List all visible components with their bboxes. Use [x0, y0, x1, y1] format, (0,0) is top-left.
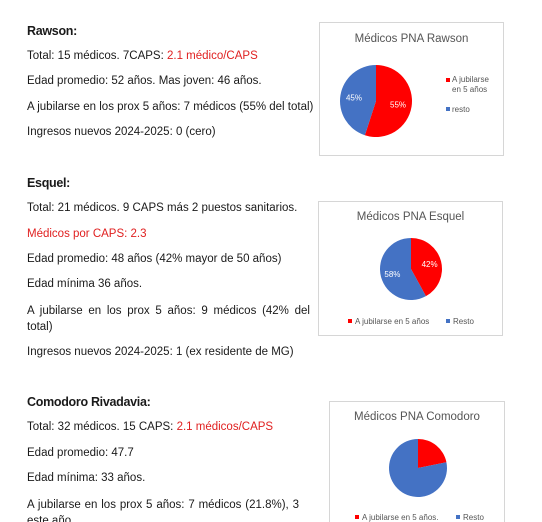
rawson-age-line: Edad promedio: 52 años. Mas joven: 46 añ… — [27, 75, 262, 87]
comodoro-ratio-highlight: 2.1 médicos/CAPS — [176, 421, 274, 433]
pie-slice — [389, 439, 447, 497]
pie-slice — [411, 238, 442, 297]
chart-rawson: Médicos PNA Rawson 55% 45% A jubilarse en… — [319, 22, 504, 156]
comodoro-min-age-line: Edad mínima: 33 años. — [27, 472, 146, 484]
pie-slice — [380, 238, 426, 300]
pie-group: 42% 58% — [380, 238, 442, 300]
chart-title: Médicos PNA Esquel — [356, 211, 465, 223]
section-heading-rawson: Rawson: — [27, 24, 77, 38]
esquel-age-line: Edad promedio: 48 años (42% mayor de 50 … — [27, 253, 282, 265]
legend-label: resto — [452, 105, 470, 114]
legend-swatch — [446, 107, 450, 111]
legend-swatch — [355, 515, 359, 519]
legend-label: Resto — [463, 513, 484, 522]
legend-label: en 5 años — [452, 85, 487, 94]
esquel-min-age-line: Edad mínima 36 años. — [27, 278, 143, 290]
comodoro-age-line: Edad promedio: 47.7 — [27, 447, 134, 459]
pie-svg: 42% 58% A jubilarse en 5 años Resto — [348, 238, 474, 326]
pie-slice — [340, 65, 376, 136]
pie-slice-label: 45% — [346, 94, 362, 103]
chart-title: Médicos PNA Comodoro — [354, 411, 480, 423]
section-heading-comodoro: Comodoro Rivadavia: — [27, 395, 151, 409]
pie-slice-label: 42% — [422, 260, 438, 269]
rawson-ratio-highlight: 2.1 médico/CAPS — [166, 50, 258, 62]
pie-group — [389, 439, 447, 497]
rawson-retire-line: A jubilarse en los prox 5 años: 7 médico… — [27, 101, 314, 113]
comodoro-retire-line: A jubilarse en los prox 5 años: 7 médico… — [27, 499, 299, 522]
esquel-new-line: Ingresos nuevos 2024-2025: 1 (ex residen… — [27, 346, 294, 358]
legend-swatch — [348, 319, 352, 323]
rawson-total-line: Total: 15 médicos. 7CAPS: 2.1 médico/CAP… — [27, 50, 258, 62]
legend-label: Resto — [453, 317, 474, 326]
chart-title: Médicos PNA Rawson — [354, 33, 469, 45]
chart-comodoro: Médicos PNA Comodoro A jubilarse en 5 añ… — [329, 401, 505, 522]
legend-label: A jubilarse — [452, 75, 489, 84]
comodoro-total-line: Total: 32 médicos. 15 CAPS: 2.1 médicos/… — [27, 421, 274, 433]
legend-swatch — [446, 319, 450, 323]
esquel-retire-line: A jubilarse en los prox 5 años: 9 médico… — [27, 305, 310, 333]
pie-slice-label: 55% — [390, 100, 406, 109]
esquel-total-line: Total: 21 médicos. 9 CAPS más 2 puestos … — [27, 202, 298, 214]
pie-slice — [364, 65, 412, 137]
rawson-new-line: Ingresos nuevos 2024-2025: 0 (cero) — [27, 126, 216, 138]
esquel-ratio-highlight: Médicos por CAPS: 2.3 — [27, 228, 147, 240]
pie-slice-label: 58% — [384, 270, 400, 279]
legend-swatch — [446, 78, 450, 82]
chart-esquel: Médicos PNA Esquel 42% 58% A jubilarse en… — [318, 201, 503, 336]
pie-group: 55% 45% — [340, 65, 412, 137]
legend-label: A jubilarse en 5 años. — [362, 513, 439, 522]
legend-label: A jubilarse en 5 años — [355, 317, 429, 326]
pie-svg: 55% 45% A jubilarse en 5 años resto — [340, 65, 489, 137]
section-heading-esquel: Esquel: — [27, 176, 71, 190]
pie-slice — [418, 439, 447, 468]
pie-svg: A jubilarse en 5 años. Resto — [355, 439, 484, 522]
legend-swatch — [456, 515, 460, 519]
